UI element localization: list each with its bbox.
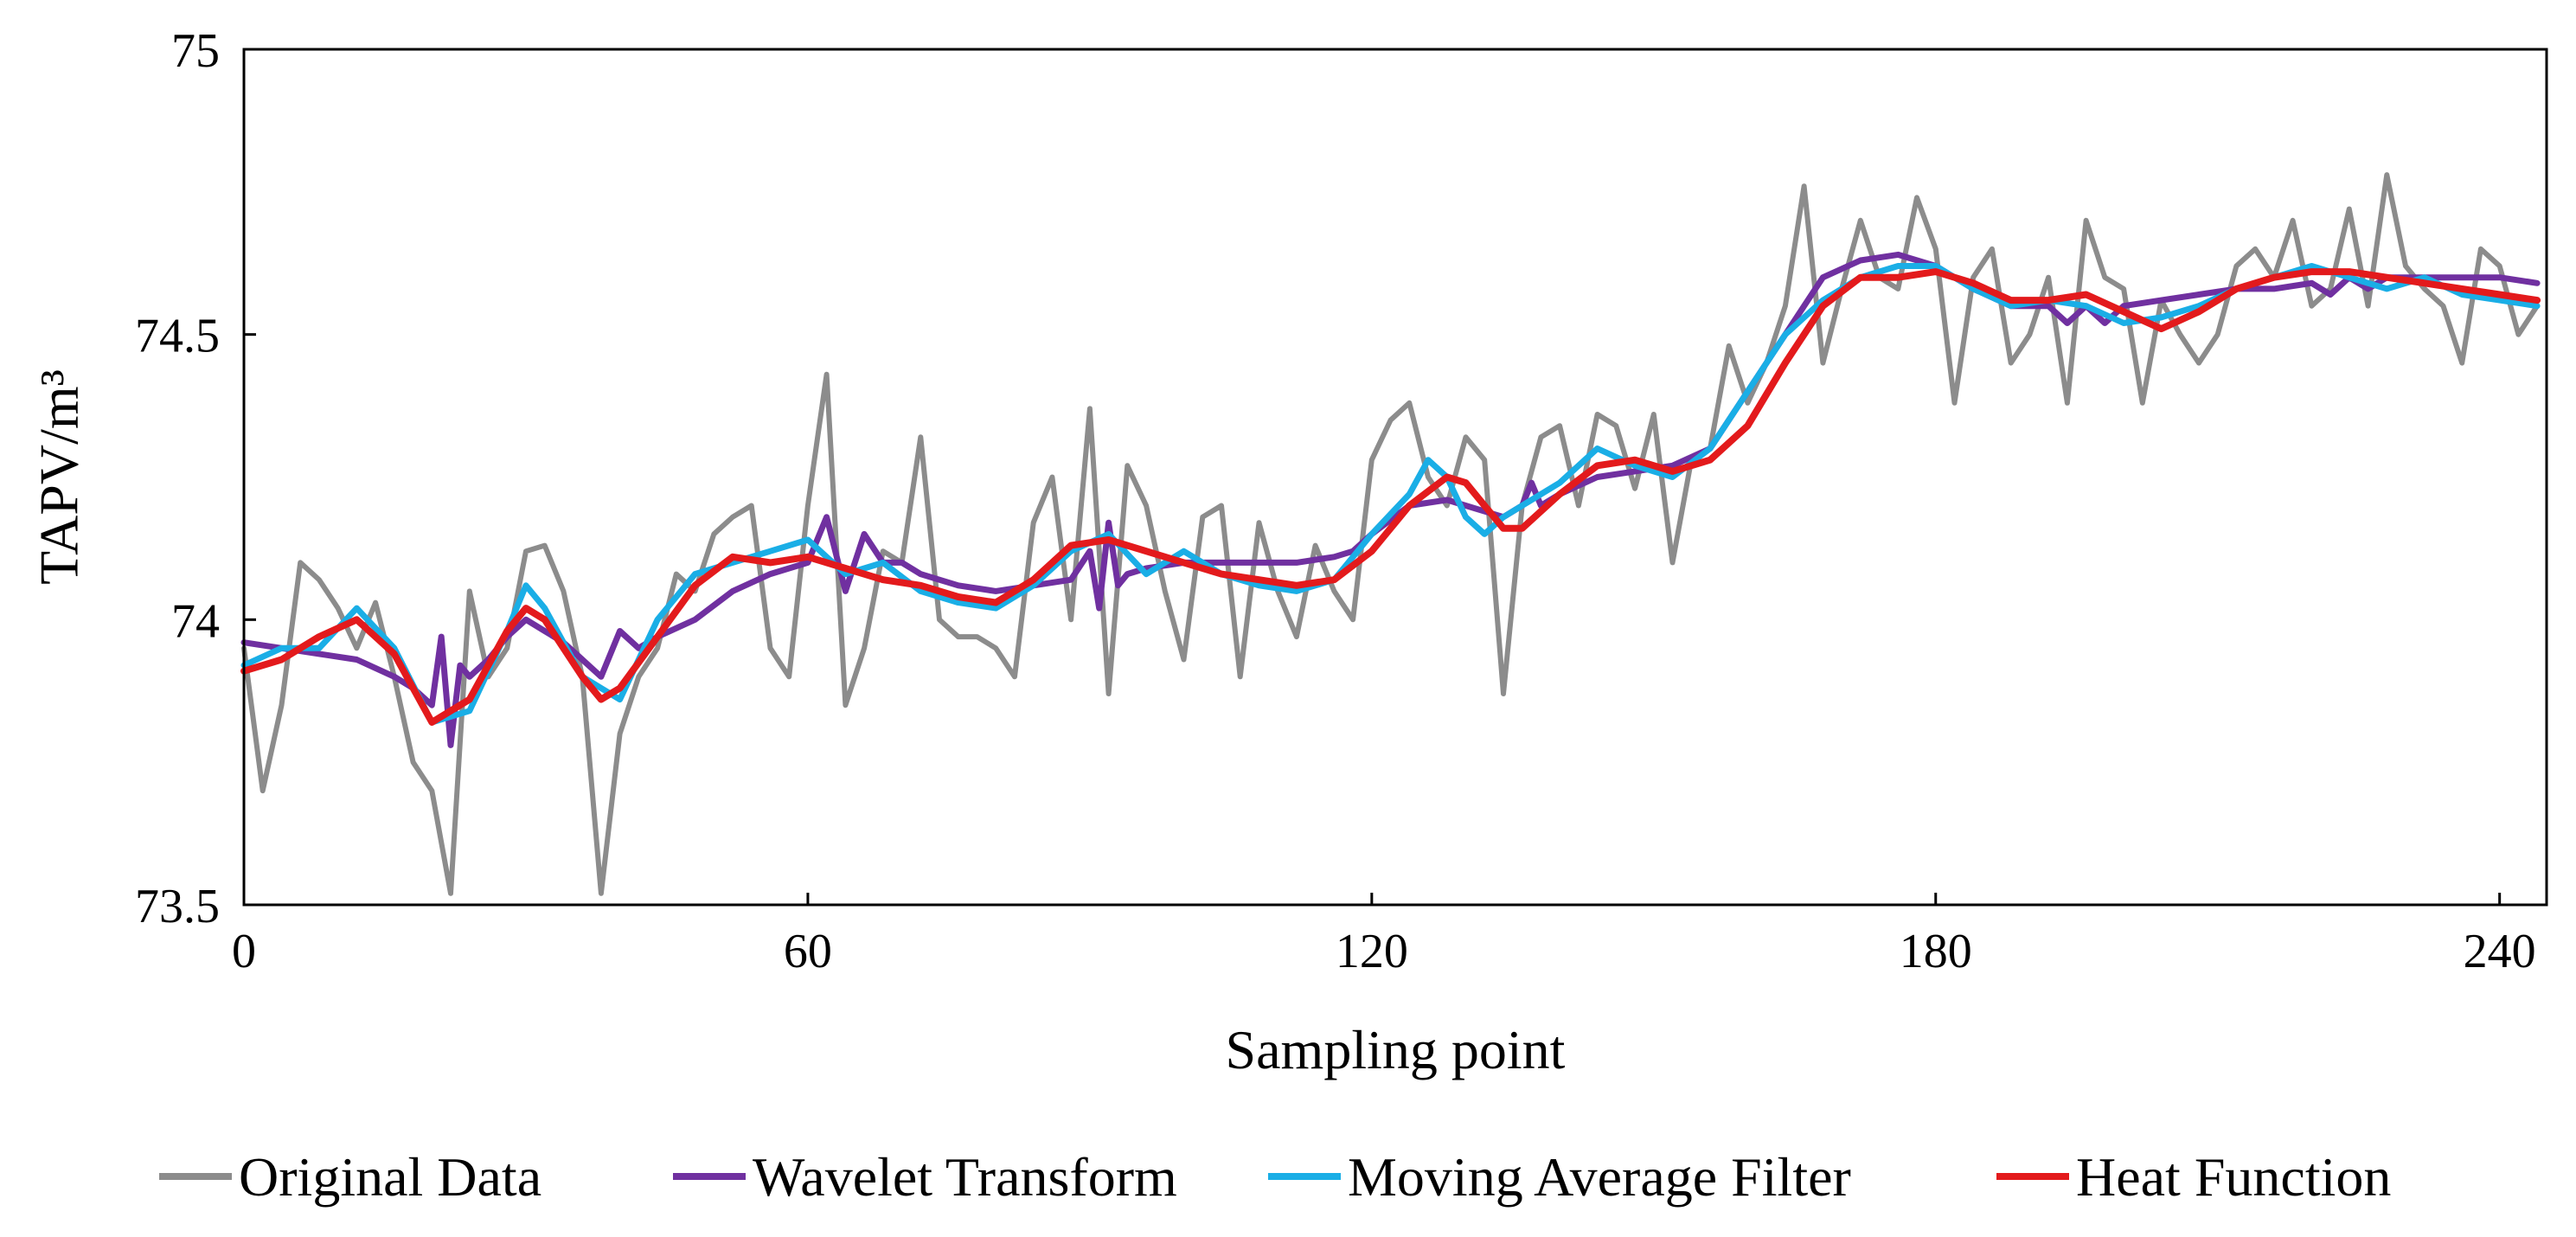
series-layer xyxy=(240,172,2541,896)
ticks-layer: 0 60 120 180 240 73.5 74 74.5 75 xyxy=(135,24,2536,978)
x-tick-label: 0 xyxy=(232,925,256,978)
legend-item-moving-average-filter: Moving Average Filter xyxy=(1268,1146,1851,1208)
y-tick-label: 74 xyxy=(171,594,220,648)
legend-label: Original Data xyxy=(239,1146,541,1208)
x-tick-label: 120 xyxy=(1336,925,1408,978)
x-tick-label: 240 xyxy=(2464,925,2536,978)
legend-item-original-data: Original Data xyxy=(159,1146,541,1208)
legend-item-wavelet-transform: Wavelet Transform xyxy=(673,1146,1177,1208)
legend-label: Moving Average Filter xyxy=(1348,1146,1851,1208)
series-line-heat-function xyxy=(240,268,2541,726)
plot-frame xyxy=(242,48,2548,907)
legend: Original Data Wavelet Transform Moving Ave… xyxy=(159,1146,2391,1208)
y-tick-label: 73.5 xyxy=(135,880,220,933)
series-line-wavelet-transform xyxy=(240,251,2541,748)
y-axis-title: TAPV/m³ xyxy=(29,369,90,585)
x-tick-label: 60 xyxy=(784,925,832,978)
x-axis-title: Sampling point xyxy=(1226,1019,1566,1080)
legend-item-heat-function: Heat Function xyxy=(1996,1146,2391,1208)
y-tick-label: 74.5 xyxy=(135,310,220,363)
y-tick-label: 75 xyxy=(171,24,220,78)
series-line-original-data xyxy=(241,172,2541,896)
x-tick-label: 180 xyxy=(1900,925,1972,978)
legend-label: Heat Function xyxy=(2076,1146,2391,1208)
legend-label: Wavelet Transform xyxy=(753,1146,1177,1208)
